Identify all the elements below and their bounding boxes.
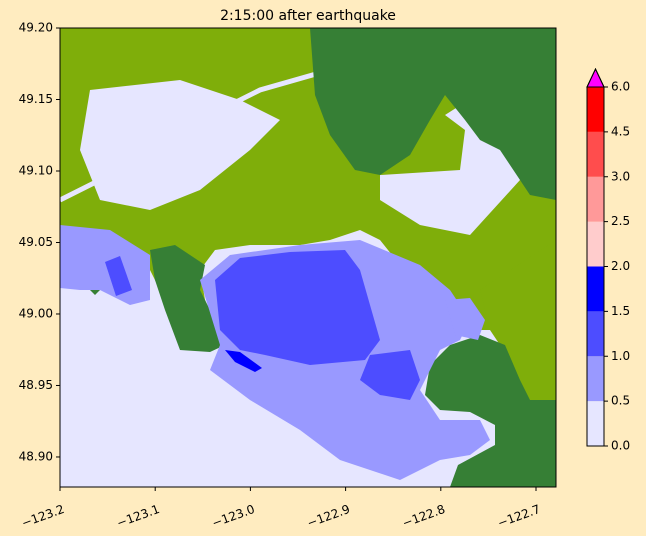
colorbar-frame: [586, 67, 605, 447]
land: [480, 240, 556, 440]
inundation: [225, 350, 262, 372]
colorbar-tick-label: 0.5: [611, 394, 630, 408]
highland: [310, 28, 556, 200]
inundation: [105, 256, 132, 296]
inundation: [215, 250, 380, 365]
highland: [425, 335, 556, 487]
river: [60, 67, 331, 203]
plot-frame: [59, 27, 557, 488]
y-tick-label: 48.90: [19, 449, 53, 463]
colorbar-segment: [587, 356, 604, 402]
colorbar-segment: [587, 131, 604, 177]
colorbar-tick-label: 4.5: [611, 124, 630, 138]
inundation: [360, 350, 420, 400]
y-tick-label: 48.95: [19, 378, 53, 392]
y-tick-label: 49.20: [19, 21, 53, 35]
colorbar-tick-label: 0.0: [611, 439, 630, 453]
map-field: [60, 28, 556, 487]
colorbar-tick-label: 2.0: [611, 259, 630, 273]
highland: [150, 245, 225, 352]
colorbar-segment: [587, 266, 604, 312]
colorbar-tick-label: 3.0: [611, 169, 630, 183]
y-tick-label: 49.00: [19, 306, 53, 320]
inland-lowland: [80, 80, 280, 210]
colorbar-tick-label: 1.5: [611, 304, 630, 318]
colorbar-tick-label: 2.5: [611, 214, 630, 228]
colorbar-tick-label: 1.0: [611, 349, 630, 363]
inundation: [445, 298, 485, 340]
y-tick-label: 49.15: [19, 92, 53, 106]
colorbar-segment: [587, 311, 604, 357]
y-tick-label: 49.05: [19, 235, 53, 249]
colorbar-segment: [587, 176, 604, 222]
colorbar-segment: [587, 401, 604, 446]
y-tick-label: 49.10: [19, 163, 53, 177]
colorbar-segment: [587, 221, 604, 267]
colorbar-tick-label: 6.0: [611, 80, 630, 94]
chart-title: 2:15:00 after earthquake: [220, 8, 396, 24]
colorbar-segment: [587, 87, 604, 132]
